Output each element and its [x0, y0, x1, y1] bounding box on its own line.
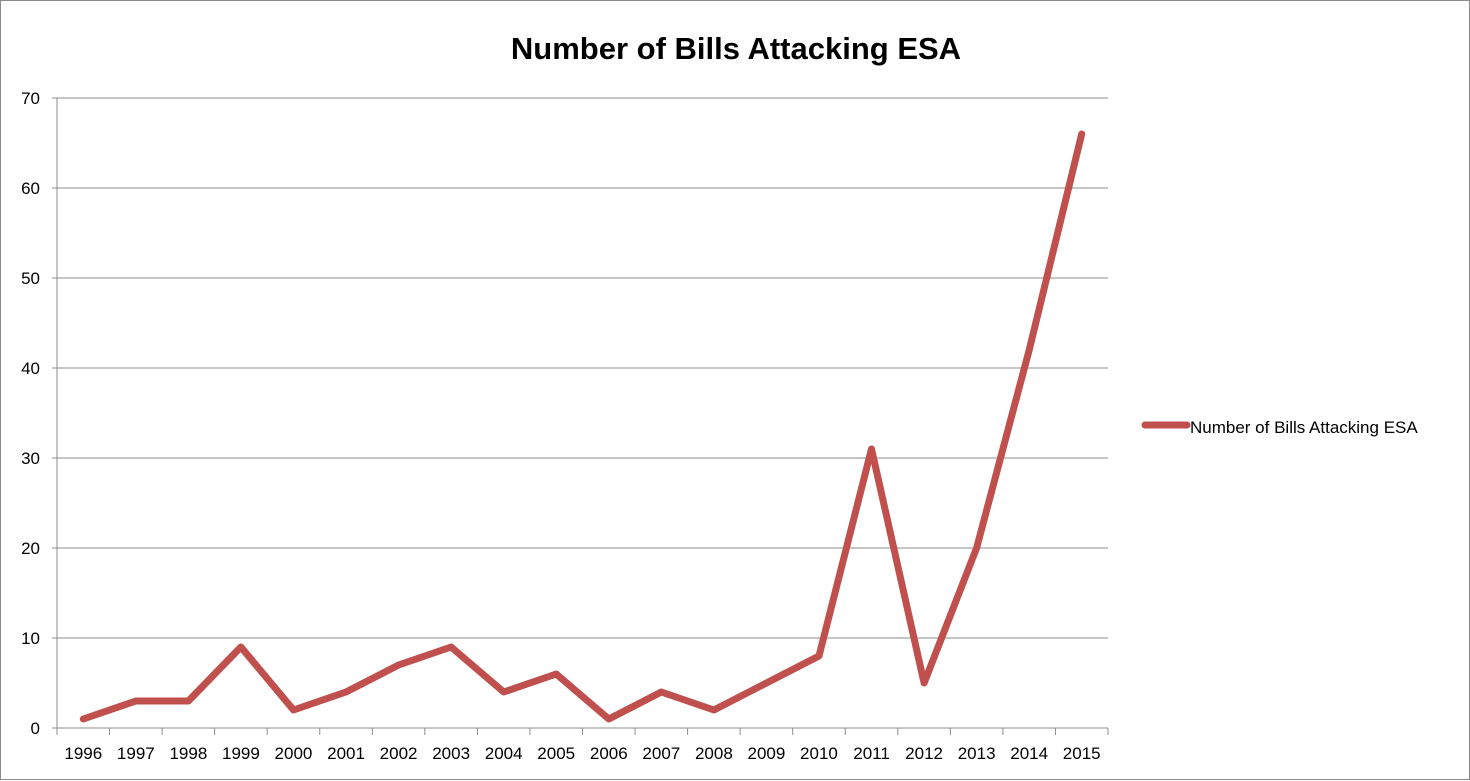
x-tick-label: 2004	[485, 744, 523, 763]
y-tick-label: 70	[21, 89, 40, 108]
x-tick-label: 2013	[958, 744, 996, 763]
x-tick-label: 1996	[64, 744, 102, 763]
x-tick-label: 2012	[905, 744, 943, 763]
y-tick-label: 50	[21, 269, 40, 288]
x-tick-label: 2009	[748, 744, 786, 763]
x-tick-label: 1999	[222, 744, 260, 763]
axes	[57, 98, 1108, 728]
y-tick-label: 40	[21, 359, 40, 378]
x-tick-label: 2003	[432, 744, 470, 763]
gridlines	[57, 98, 1108, 638]
x-tick-label: 1997	[117, 744, 155, 763]
legend: Number of Bills Attacking ESA	[1145, 418, 1418, 437]
y-tick-label: 60	[21, 179, 40, 198]
x-tick-label: 2015	[1063, 744, 1101, 763]
x-tick-label: 2007	[642, 744, 680, 763]
x-tick-label: 2000	[275, 744, 313, 763]
x-tick-label: 2002	[380, 744, 418, 763]
chart-title: Number of Bills Attacking ESA	[511, 31, 961, 66]
y-tick-label: 30	[21, 449, 40, 468]
x-tick-label: 2011	[853, 744, 890, 763]
x-tick-label: 2014	[1010, 744, 1048, 763]
x-axis-ticks: 1996 1997 1998 1999 2000 2001 2002 2003 2004 2005…	[57, 728, 1108, 763]
x-tick-label: 2001	[327, 744, 365, 763]
y-tick-label: 0	[31, 719, 40, 738]
series-lines	[83, 134, 1081, 719]
series-line	[83, 134, 1081, 719]
legend-label: Number of Bills Attacking ESA	[1190, 418, 1418, 437]
y-axis-ticks: 0 10 20 30 40 50 60 70	[21, 89, 57, 738]
x-tick-label: 2006	[590, 744, 628, 763]
y-tick-label: 20	[21, 539, 40, 558]
x-tick-label: 2010	[800, 744, 838, 763]
x-tick-label: 2005	[537, 744, 575, 763]
x-tick-label: 1998	[169, 744, 207, 763]
x-tick-label: 2008	[695, 744, 733, 763]
y-tick-label: 10	[21, 629, 40, 648]
